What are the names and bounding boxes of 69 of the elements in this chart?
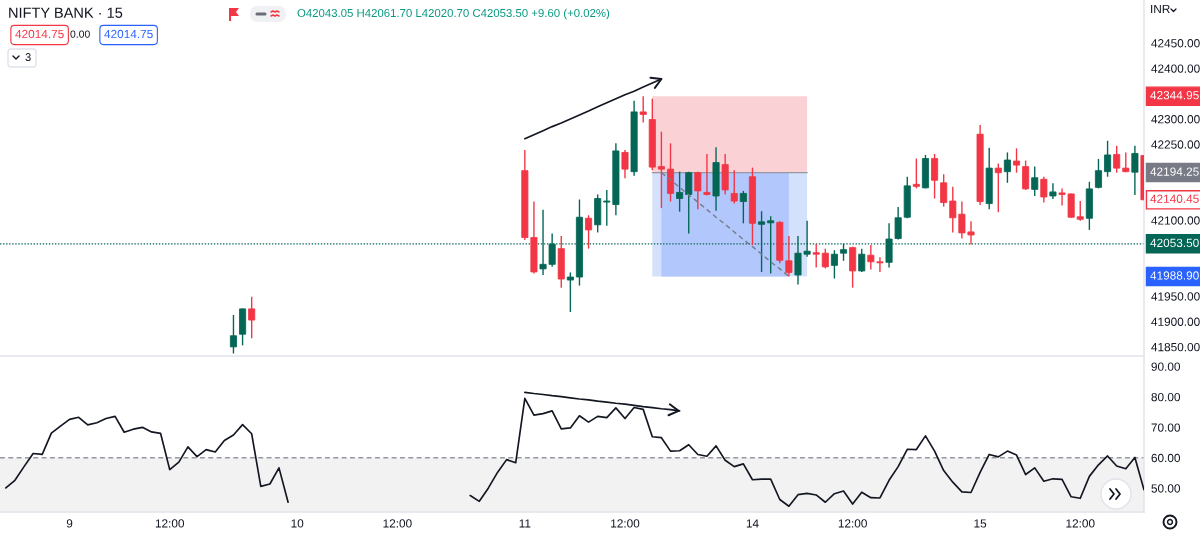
candlestick [830,249,838,280]
x-tick-label: 14 [746,519,759,528]
candlestick [1104,140,1112,178]
text: 41988.90 [1150,271,1199,280]
y-tick-label: 70.00 [1151,423,1181,432]
y-tick-label: 50.00 [1151,484,1181,493]
annotation: 42014.75 [15,29,64,39]
y-tick-label: 80.00 [1151,392,1181,402]
candlestick [1022,159,1030,191]
candlestick [621,149,629,179]
candlestick [940,173,948,208]
candlestick [685,170,693,235]
annotation: 0.00 [70,30,90,38]
candlestick [1094,158,1102,190]
candlestick [739,190,747,225]
x-tick-label: 12:00 [155,519,185,528]
candlestick [912,157,920,190]
y-tick-label: 60.00 [1151,453,1181,463]
x-tick-label: 12:00 [611,519,640,528]
candlestick [1131,145,1139,196]
y-tick-label: 42100.00 [1151,216,1200,225]
x-tick-label: 15 [974,519,987,528]
y-tick-label: 42450.00 [1151,39,1200,48]
y-tick-label: 41950.00 [1151,292,1200,301]
x-tick-label: 10 [291,519,304,528]
annotation: O42043.05 H42061.70 L42020.70 C42053.50 +9.60 (+0.02%) [297,8,610,20]
annotation: 3 [25,53,31,61]
candlestick [931,153,939,200]
candlestick [703,153,711,197]
candlestick [1076,200,1084,222]
candlestick [730,169,738,205]
candlestick [767,215,775,275]
candlestick [1013,147,1021,174]
candlestick [1003,151,1011,184]
x-tick-label: 12:00 [383,519,412,528]
candlestick [229,314,237,355]
ref-line-label: 42053.50 [1150,238,1199,247]
x-tick-label: 11 [519,519,531,528]
x-tick-label: 12:00 [838,519,867,528]
candlestick [248,296,256,339]
y-tick-label: 41900.00 [1151,317,1200,326]
candlestick [657,130,665,209]
annotation: 42014.75 [104,29,153,39]
y-tick-label: 42250.00 [1151,140,1200,149]
candlestick [676,170,684,213]
x-tick-label: 12:00 [1066,519,1095,528]
candlestick [758,210,766,273]
text: 42194.25 [1150,167,1199,176]
text: 42344.95 [1150,91,1199,100]
candlestick [639,95,647,124]
y-tick-label: 42400.00 [1151,64,1200,73]
candlestick [585,214,593,250]
y-tick-label: 90.00 [1151,362,1181,371]
candlestick [694,170,702,210]
candlestick [566,271,574,313]
candlestick [1049,182,1057,200]
candlestick [849,245,857,289]
chart-title: NIFTY BANK · 15 [9,7,123,18]
x-tick-label: 9 [66,519,73,528]
candlestick [812,243,820,269]
candlestick [1040,176,1048,204]
y-tick-label: 42300.00 [1151,115,1200,124]
text: 42140.45 [1150,194,1199,203]
y-tick-label: 41850.00 [1151,342,1200,352]
candlestick [994,162,1002,213]
text: INR [1151,4,1170,14]
candlestick [1113,145,1121,174]
candlestick [858,247,866,273]
candlestick [1031,165,1039,197]
